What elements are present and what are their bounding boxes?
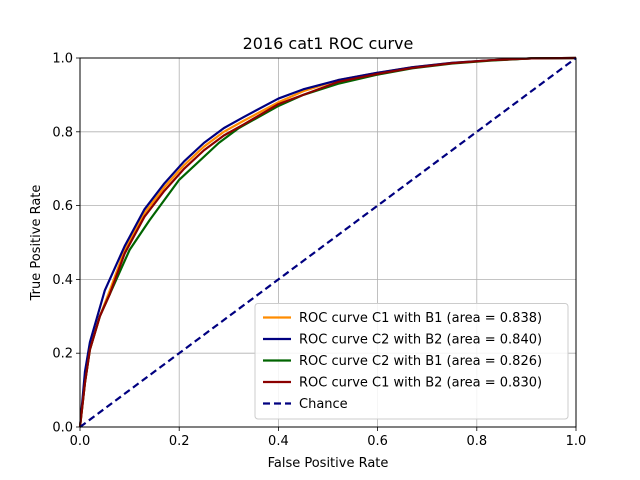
y-tick-label: 0.6 [52,199,73,214]
ticks: 0.0 0.2 0.4 0.6 0.8 1.0 0.0 0.2 0.4 0.6 0.8 1.0 [52,52,586,450]
y-tick-label: 0.8 [52,125,73,140]
x-tick-label: 0.6 [367,434,388,449]
plot-frame [79,57,577,428]
y-tick-label: 0.2 [52,347,73,362]
x-tick-label: 0.2 [169,434,190,449]
legend-label: ROC curve C1 with B1 (area = 0.838) [299,311,542,326]
x-tick-label: 0.0 [70,434,91,449]
x-axis-label: False Positive Rate [268,456,389,471]
y-axis-label: True Positive Rate [29,185,44,302]
roc-curve-line [78,56,577,428]
series-lines [78,56,577,428]
legend-label: ROC curve C1 with B2 (area = 0.830) [299,376,542,391]
chart-title: 2016 cat1 ROC curve [243,34,414,53]
legend-label: Chance [299,397,348,412]
legend-box [254,303,569,420]
y-tick-label: 0.4 [52,273,73,288]
x-tick-label: 0.4 [268,434,289,449]
chance-line [79,57,577,428]
legend: ROC curve C1 with B1 (area = 0.838) ROC c… [254,303,569,420]
grid [79,57,577,428]
legend-label: ROC curve C2 with B1 (area = 0.826) [299,354,542,369]
y-tick-label: 1.0 [52,52,73,67]
x-tick-label: 0.8 [466,434,487,449]
legend-label: ROC curve C2 with B2 (area = 0.840) [299,333,542,348]
x-tick-label: 1.0 [566,434,587,449]
y-tick-label: 0.0 [52,421,73,436]
